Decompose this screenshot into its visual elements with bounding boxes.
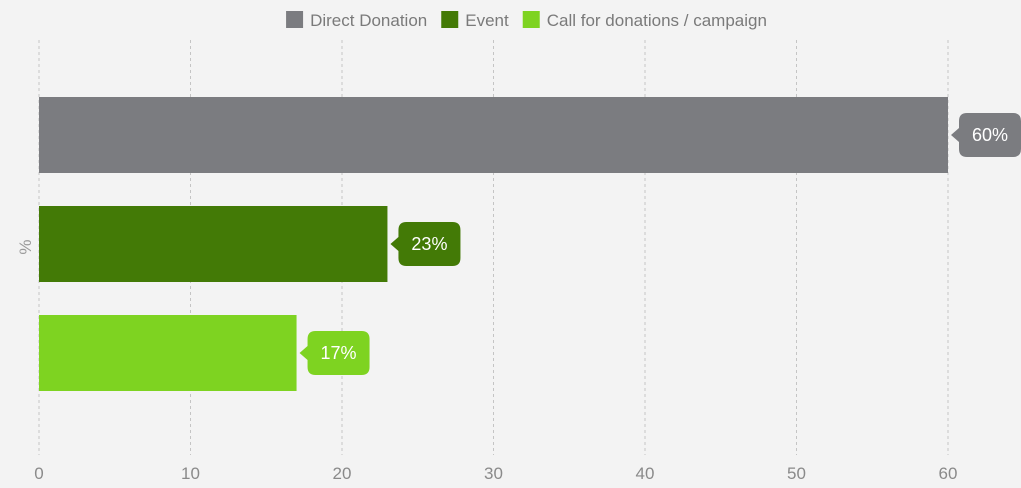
x-tick-label: 10 — [181, 464, 200, 483]
x-tick-label: 30 — [484, 464, 503, 483]
legend-item-event[interactable]: Event — [441, 11, 509, 30]
bar-direct-donation[interactable] — [39, 97, 948, 173]
legend-swatch — [441, 11, 459, 28]
data-label-bubble — [299, 331, 370, 375]
bar-event[interactable] — [39, 206, 388, 282]
data-label-bubble — [951, 113, 1021, 157]
data-label-direct-donation: 60% — [951, 113, 1021, 157]
x-tick-label: 40 — [636, 464, 655, 483]
x-tick-label: 20 — [333, 464, 352, 483]
x-axis-ticks: 0 10 20 30 40 50 60 — [34, 464, 957, 483]
legend-label: Event — [465, 11, 509, 30]
bar-call-for-donations-campaign[interactable] — [39, 315, 297, 391]
legend: Direct Donation Event Call for donations /… — [286, 11, 767, 30]
legend-label: Direct Donation — [310, 11, 427, 30]
data-label-bubble — [390, 222, 461, 266]
legend-swatch — [522, 11, 540, 28]
legend-item-direct-donation[interactable]: Direct Donation — [286, 11, 427, 30]
data-label-text: 60% — [972, 125, 1008, 145]
x-tick-label: 0 — [34, 464, 43, 483]
bars — [39, 97, 948, 391]
legend-swatch — [286, 11, 304, 28]
x-tick-label: 50 — [787, 464, 806, 483]
data-label-event: 23% — [390, 222, 461, 266]
x-tick-label: 60 — [939, 464, 958, 483]
data-label-text: 17% — [321, 343, 357, 363]
y-axis-label: % — [16, 239, 35, 254]
data-label-text: 23% — [411, 234, 447, 254]
legend-item-call-for-donations-campaign[interactable]: Call for donations / campaign — [522, 11, 767, 30]
data-label-call-for-donations-campaign: 17% — [299, 331, 370, 375]
legend-label: Call for donations / campaign — [547, 11, 767, 30]
data-labels: 60% 23% 17% — [299, 113, 1021, 375]
